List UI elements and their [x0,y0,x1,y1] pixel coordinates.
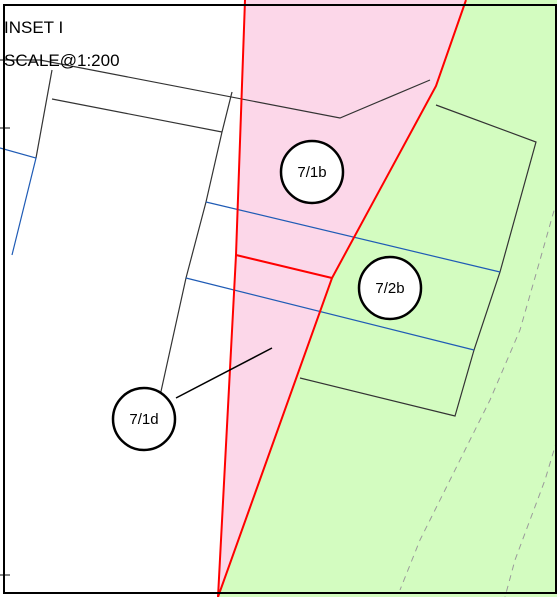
lot-label-7-2b: 7/2b [375,280,404,297]
lot-line-west-lot [157,131,223,406]
red-boundary-inner [235,254,333,279]
lot-line-central-vertical [221,91,233,133]
lot-marker-7-2b[interactable]: 7/2b [357,255,423,321]
dashed-boundary-line [399,199,557,591]
inset-scale: SCALE@1:200 [4,51,120,70]
red-boundary-east [217,0,467,597]
dashed-boundary-line-2 [504,439,557,597]
lot-label-7-1d: 7/1d [129,411,158,428]
blue-line-left [0,147,37,256]
lot-circle [279,139,345,205]
blue-line-upper [205,201,501,273]
inset-frame [3,4,557,594]
lot-marker-7-1b[interactable]: 7/1b [279,139,345,205]
lot-marker-7-1d[interactable]: 7/1d [111,386,177,452]
inset-title: INSET I [4,18,63,37]
lot-circle [357,255,423,321]
lot-boundaries [0,59,537,576]
lot-line-top [39,59,431,119]
lot-circle [111,386,177,452]
leader-line-7-1d [175,347,273,399]
red-boundaries [217,0,467,597]
lot-label-7-1b: 7/1b [297,164,326,181]
lot-line-left-vertical [35,69,53,159]
lot-line-upper-lot [51,98,223,133]
pink-zone [218,0,466,597]
lot-line-east-lot [299,104,537,417]
